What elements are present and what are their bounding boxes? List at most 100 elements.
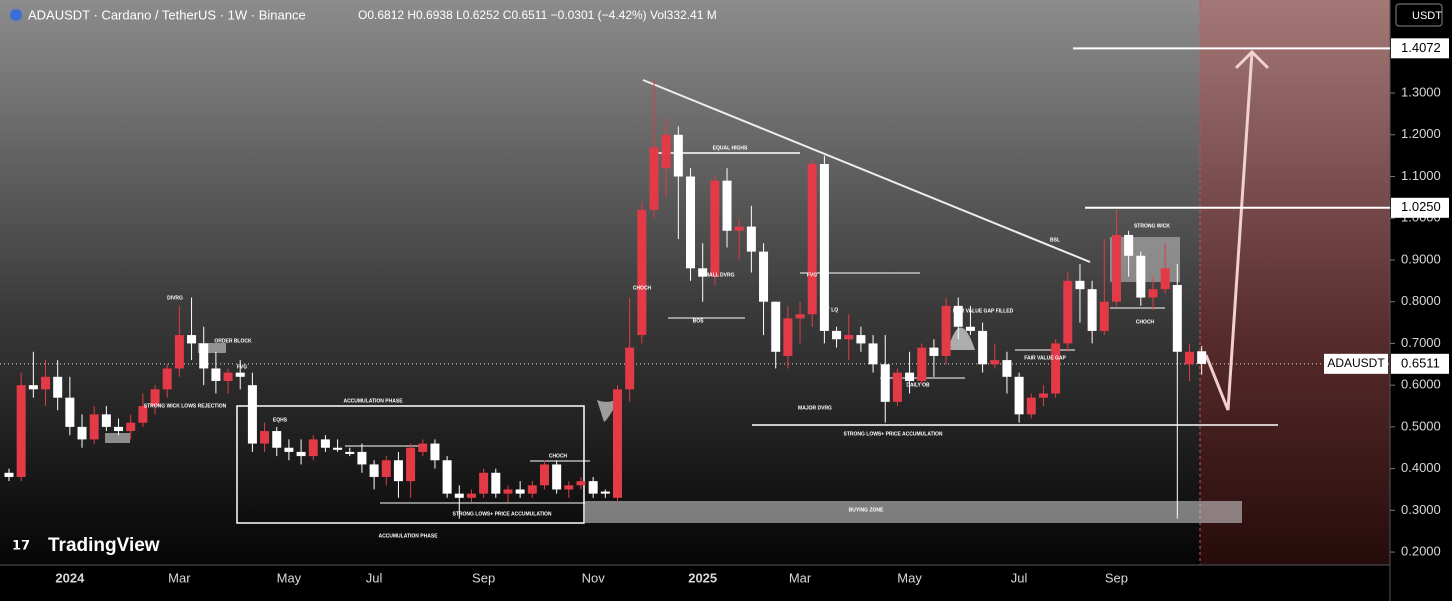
annotation: SMALL DVRG [702,272,735,278]
candle-body [1063,280,1073,344]
y-tick-label: 0.7000 [1401,335,1441,350]
candle-body [600,491,610,494]
projection-zone [1200,0,1390,565]
candle-body [162,368,172,390]
candle-body [588,481,598,494]
candle-body [844,335,854,340]
candle-body [235,372,245,377]
candle-body [369,464,379,477]
price-level-box [1391,38,1449,59]
candle-body [795,314,805,319]
candle-body [783,318,793,356]
annotation: STRONG LOWS+ PRICE ACCUMULATION [843,431,942,437]
candle-body [892,372,902,402]
y-tick-label: 1.1000 [1401,168,1441,183]
price-level-box [1391,197,1449,218]
annotation: DIVRG [167,295,183,301]
candle-body [819,163,829,331]
candle-body [41,376,51,390]
candle-body [1038,393,1048,398]
y-tick-label: 0.2000 [1401,544,1441,559]
candle-body [345,451,355,455]
candle-body [77,426,87,440]
trendline [642,79,1091,263]
candle-body [333,447,343,450]
order-block [105,433,130,443]
x-tick-label: 2025 [688,570,717,585]
candle-body [393,460,403,482]
candle-body [746,226,756,252]
candle-body [150,389,160,407]
candle-body [308,439,318,457]
candle-body [990,360,1000,365]
price-axis [1390,0,1452,601]
annotation: STRONG WICK LOWS REJECTION [144,403,227,409]
candle-body [454,493,464,498]
annotation: EQHS [273,417,288,423]
candle-body [856,335,866,344]
logo-mark: 𝟭𝟳 [12,537,30,552]
candle-body [771,301,781,352]
candle-body [576,481,586,486]
candle-body [491,472,501,494]
y-tick-label: 1.3000 [1401,84,1441,99]
candle-body [673,134,683,177]
annotation: BOS [693,318,705,324]
candle-body [613,389,622,498]
candle-body [722,180,732,231]
candle-body [552,464,562,490]
candle-body [917,347,927,381]
candle-body [941,305,951,356]
accumulation-box [236,405,585,524]
candle-body [539,464,549,486]
candle-body [65,397,75,427]
candle-body [187,335,197,344]
x-tick-label: Sep [472,570,495,585]
candle-body [406,447,416,482]
x-tick-label: May [277,570,302,585]
x-tick-label: Mar [168,570,191,585]
candle-body [698,268,708,277]
x-tick-label: May [897,570,922,585]
candle-body [515,489,525,494]
candle-body [320,439,330,448]
candle-body [1124,234,1134,256]
y-tick-label: 0.9000 [1401,251,1441,266]
candle-body [381,460,391,477]
currency-box[interactable] [1395,3,1443,27]
annotation: INT LQ [822,307,838,313]
candle-body [199,343,209,369]
candle-body [868,343,878,365]
annotation: ACCUMULATION PHASE [343,398,403,404]
candle-body [527,485,537,494]
x-tick-label: Mar [789,570,812,585]
candle-body [503,489,513,494]
annotation: FVG [807,272,817,278]
candle-body [442,460,452,494]
candle-body [53,376,63,398]
y-tick-label: 0.4000 [1401,460,1441,475]
currency-label: USDT [1412,10,1442,22]
candle-body [357,451,367,465]
x-tick-label: Sep [1105,570,1128,585]
x-tick-label: Jul [366,570,383,585]
y-tick-label: 0.5000 [1401,418,1441,433]
candle-body [89,414,99,440]
price-level-label: 1.0250 [1401,199,1441,214]
last-price-label: 0.6511 [1401,355,1440,370]
candle-body [978,330,988,365]
x-tick-label: Nov [582,570,606,585]
annotation: EQUAL HIGHS [713,145,748,151]
last-price-name-box [1324,353,1388,374]
candle-body [4,472,14,477]
candle-body [174,335,184,369]
x-tick-label: Jul [1011,570,1028,585]
gap-shape [948,327,975,350]
arrow-head [1234,49,1270,70]
candle-body [1184,351,1194,365]
candle-body [929,347,939,356]
annotation: CHOCH [549,453,568,459]
candle-body [466,493,476,498]
annotation: BSL [1050,237,1060,243]
